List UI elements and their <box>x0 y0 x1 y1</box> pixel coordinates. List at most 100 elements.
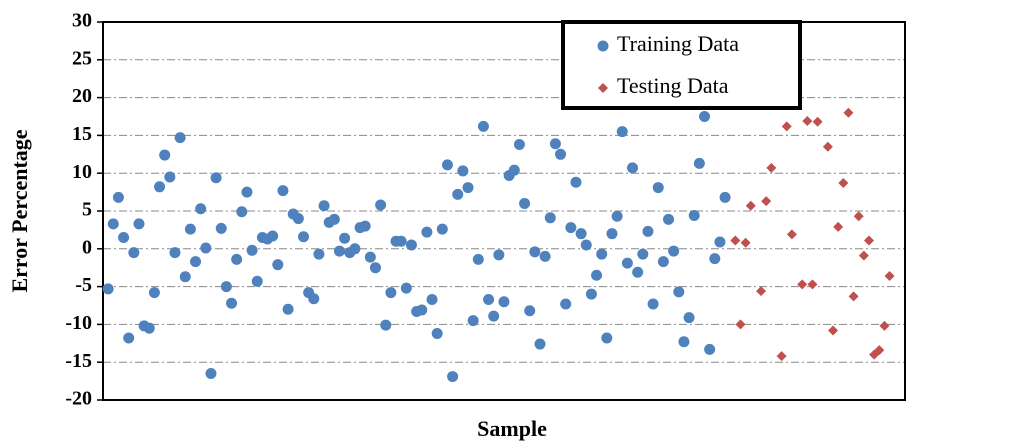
point <box>328 213 340 225</box>
point <box>678 336 690 348</box>
point <box>761 196 772 207</box>
point <box>200 242 212 254</box>
point <box>395 235 407 247</box>
point <box>143 322 155 334</box>
point <box>807 279 818 290</box>
y-tick-label: -20 <box>65 388 92 410</box>
point <box>118 231 130 243</box>
point <box>575 228 587 240</box>
point <box>405 239 417 251</box>
point <box>627 162 639 174</box>
point <box>205 368 217 380</box>
point <box>441 159 453 171</box>
point <box>313 248 325 260</box>
point <box>719 191 731 203</box>
point <box>421 226 433 238</box>
y-tick-label: 10 <box>72 161 92 183</box>
point <box>513 138 525 150</box>
y-tick-label: 15 <box>72 123 92 145</box>
point <box>802 116 813 127</box>
point <box>447 371 459 383</box>
point <box>308 293 320 305</box>
point <box>606 228 618 240</box>
point <box>148 287 160 299</box>
point <box>539 250 551 262</box>
point <box>828 325 839 336</box>
legend-marker <box>597 40 609 52</box>
legend-marker <box>598 83 608 93</box>
point <box>179 271 191 283</box>
point <box>190 256 202 268</box>
point <box>333 245 345 257</box>
point <box>766 162 777 173</box>
point <box>786 229 797 240</box>
legend-label: Training Data <box>617 31 739 56</box>
point <box>277 185 289 197</box>
point <box>154 181 166 193</box>
point <box>585 288 597 300</box>
point <box>544 212 556 224</box>
point <box>657 256 669 268</box>
point <box>709 253 721 265</box>
point <box>462 182 474 194</box>
point <box>472 253 484 265</box>
point <box>668 245 680 257</box>
point <box>730 235 741 246</box>
point <box>493 249 505 261</box>
point <box>621 257 633 269</box>
point <box>298 231 309 243</box>
point <box>241 186 253 198</box>
point <box>555 148 567 160</box>
point <box>570 176 582 188</box>
point <box>436 223 448 235</box>
y-tick-label: 30 <box>72 10 92 32</box>
point <box>107 218 119 230</box>
point <box>102 283 114 295</box>
point <box>400 282 412 294</box>
point <box>169 247 181 259</box>
point <box>740 237 751 248</box>
point <box>879 320 890 331</box>
point <box>174 132 186 144</box>
point <box>246 244 258 256</box>
point <box>524 305 536 317</box>
point <box>184 223 196 235</box>
point <box>477 120 489 132</box>
point <box>339 232 351 244</box>
point <box>693 157 705 169</box>
point <box>251 275 263 287</box>
point <box>128 247 140 259</box>
point <box>467 315 479 327</box>
point <box>647 298 659 310</box>
point <box>704 343 716 355</box>
point <box>226 297 238 309</box>
point <box>416 304 428 316</box>
point <box>498 296 510 308</box>
point <box>164 171 176 183</box>
y-tick-label: 25 <box>72 47 92 69</box>
point <box>683 312 695 324</box>
point <box>488 310 500 322</box>
point <box>565 222 577 234</box>
y-tick-label: 20 <box>72 85 92 107</box>
point <box>318 200 330 212</box>
point <box>601 332 613 344</box>
point <box>580 239 592 251</box>
point <box>195 203 207 215</box>
point <box>663 213 675 225</box>
point <box>123 332 135 344</box>
y-tick-label: -5 <box>75 274 92 296</box>
point <box>375 199 387 211</box>
point <box>591 269 603 281</box>
point <box>457 165 469 177</box>
point <box>756 286 767 297</box>
point <box>642 225 654 237</box>
point <box>380 319 392 331</box>
point <box>292 213 304 225</box>
point <box>508 164 520 176</box>
point <box>853 211 864 222</box>
point <box>673 286 685 298</box>
point <box>843 107 854 118</box>
point <box>220 281 232 293</box>
point <box>549 138 561 150</box>
